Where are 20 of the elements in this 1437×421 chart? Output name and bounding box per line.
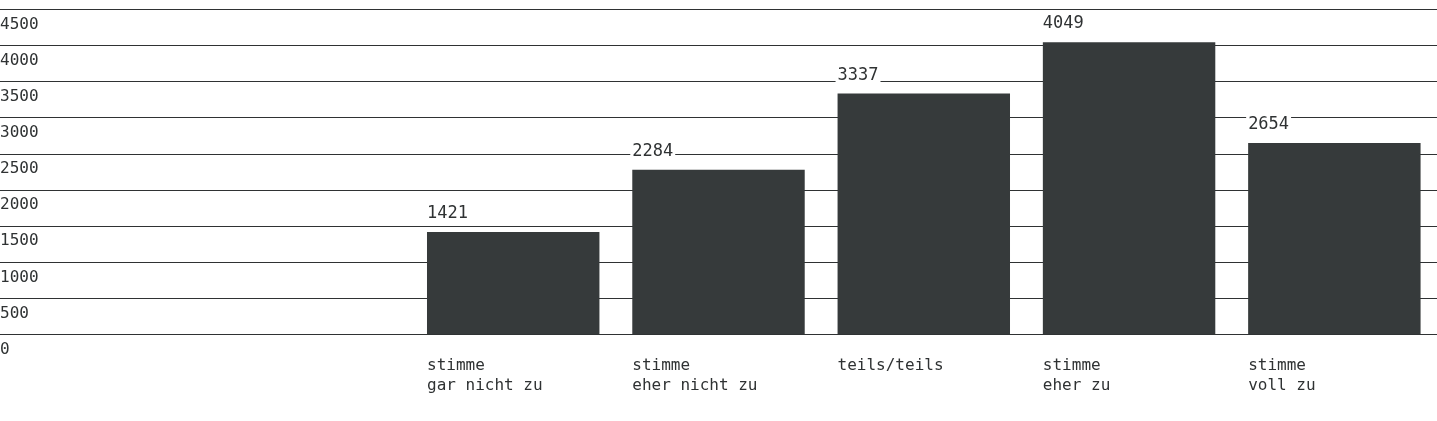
- y-tick-label: 1500: [0, 230, 39, 250]
- x-tick-label: stimme voll zu: [1248, 355, 1316, 394]
- y-tick-label: 500: [0, 302, 29, 322]
- data-label: 2654: [1248, 112, 1290, 133]
- x-tick-label: teils/teils: [837, 355, 944, 375]
- data-label: 1421: [426, 201, 468, 222]
- y-tick-label: 2000: [0, 194, 39, 214]
- data-label: 4049: [1042, 12, 1084, 33]
- data-label: 3337: [837, 63, 879, 84]
- x-tick-label: stimme gar nicht zu: [426, 355, 543, 394]
- y-tick-label: 1000: [0, 266, 39, 286]
- y-tick-label: 4500: [0, 13, 39, 33]
- y-tick-label: 3500: [0, 85, 39, 105]
- x-tick-label: stimme eher nicht zu: [632, 355, 758, 394]
- data-label: 2284: [632, 139, 674, 160]
- y-tick-label: 0: [0, 338, 10, 358]
- y-tick-label: 4000: [0, 49, 39, 69]
- y-tick-label: 3000: [0, 122, 39, 142]
- y-tick-label: 2500: [0, 158, 39, 178]
- x-tick-label: stimme eher zu: [1042, 355, 1111, 394]
